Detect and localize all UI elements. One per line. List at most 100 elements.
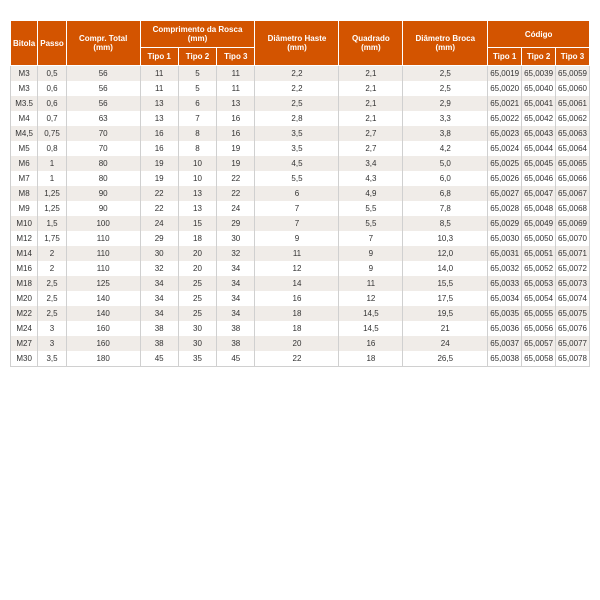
table-cell: 65,0065 [556,156,590,171]
table-cell: 56 [66,96,140,111]
table-cell: 5,5 [339,216,403,231]
table-cell: 2,9 [403,96,488,111]
table-cell: 32 [217,246,255,261]
table-cell: 19 [217,141,255,156]
table-cell: 14,0 [403,261,488,276]
table-cell: 18 [255,321,339,336]
table-cell: 13 [140,111,178,126]
table-cell: 140 [66,306,140,321]
table-cell: 65,0077 [556,336,590,351]
table-cell: 38 [140,336,178,351]
table-cell: 38 [217,321,255,336]
table-cell: 16 [255,291,339,306]
table-cell: 10 [178,156,216,171]
col-tipo2: Tipo 2 [178,48,216,66]
table-cell: 14 [255,276,339,291]
table-cell: 110 [66,246,140,261]
table-cell: 65,0067 [556,186,590,201]
table-cell: 3 [38,321,67,336]
table-cell: 25 [178,276,216,291]
table-row: M27316038303820162465,003765,005765,0077 [11,336,590,351]
table-cell: 12,0 [403,246,488,261]
table-row: M4,50,7570168163,52,73,865,002365,004365… [11,126,590,141]
table-cell: 65,0070 [556,231,590,246]
table-cell: 7 [178,111,216,126]
table-cell: 65,0075 [556,306,590,321]
table-cell: M16 [11,261,38,276]
table-cell: 65,0033 [488,276,522,291]
table-cell: 13 [178,201,216,216]
table-cell: 10 [178,171,216,186]
table-cell: M6 [11,156,38,171]
table-cell: 22 [140,201,178,216]
col-cod-tipo3: Tipo 3 [556,48,590,66]
table-cell: 29 [217,216,255,231]
table-cell: 3,5 [255,126,339,141]
table-cell: 16 [140,126,178,141]
table-cell: 20 [178,261,216,276]
table-cell: 160 [66,321,140,336]
table-cell: 65,0023 [488,126,522,141]
table-cell: 20 [255,336,339,351]
table-cell: 15,5 [403,276,488,291]
table-cell: M10 [11,216,38,231]
table-cell: M3.5 [11,96,38,111]
spec-table: Bitola Passo Compr. Total (mm) Comprimen… [10,20,590,367]
table-cell: 65,0025 [488,156,522,171]
table-cell: 65,0043 [522,126,556,141]
table-cell: 65,0021 [488,96,522,111]
table-cell: 65,0061 [556,96,590,111]
table-row: M121,751102918309710,365,003065,005065,0… [11,231,590,246]
table-cell: 3,5 [255,141,339,156]
table-cell: 65,0066 [556,171,590,186]
table-cell: 16 [140,141,178,156]
table-cell: 65,0031 [488,246,522,261]
table-cell: 38 [140,321,178,336]
table-cell: 3 [38,336,67,351]
col-tipo1: Tipo 1 [140,48,178,66]
table-cell: 2,5 [38,291,67,306]
table-cell: 70 [66,141,140,156]
table-cell: 16 [217,111,255,126]
table-cell: 65,0039 [522,66,556,82]
table-cell: 80 [66,171,140,186]
table-cell: 0,7 [38,111,67,126]
table-cell: 65,0056 [522,321,556,336]
table-cell: 11 [140,66,178,82]
table-cell: 8 [178,141,216,156]
table-cell: M4 [11,111,38,126]
table-cell: 30 [178,321,216,336]
table-cell: 11 [217,66,255,82]
table-cell: 13 [178,186,216,201]
table-row: M303,5180453545221826,565,003865,005865,… [11,351,590,367]
table-cell: M3 [11,81,38,96]
table-cell: 65,0074 [556,291,590,306]
table-row: M202,5140342534161217,565,003465,005465,… [11,291,590,306]
table-cell: 45 [140,351,178,367]
table-cell: 2,7 [339,126,403,141]
table-cell: 30 [217,231,255,246]
table-cell: 110 [66,261,140,276]
table-cell: 100 [66,216,140,231]
table-cell: 65,0037 [488,336,522,351]
table-cell: 19,5 [403,306,488,321]
col-diam-haste: Diâmetro Haste (mm) [255,21,339,66]
table-row: M61801910194,53,45,065,002565,004565,006… [11,156,590,171]
table-row: M50,870168193,52,74,265,002465,004465,00… [11,141,590,156]
table-cell: 9 [339,246,403,261]
table-cell: 2,5 [38,276,67,291]
table-cell: M4,5 [11,126,38,141]
table-cell: 9 [255,231,339,246]
table-cell: 110 [66,231,140,246]
table-cell: 14,5 [339,321,403,336]
table-cell: 4,9 [339,186,403,201]
table-cell: 5,0 [403,156,488,171]
table-cell: 34 [140,306,178,321]
table-cell: 24 [217,201,255,216]
table-cell: 65,0034 [488,291,522,306]
table-cell: 1,75 [38,231,67,246]
table-cell: 2,2 [255,66,339,82]
table-cell: 30 [178,336,216,351]
table-cell: 70 [66,126,140,141]
table-cell: 56 [66,66,140,82]
